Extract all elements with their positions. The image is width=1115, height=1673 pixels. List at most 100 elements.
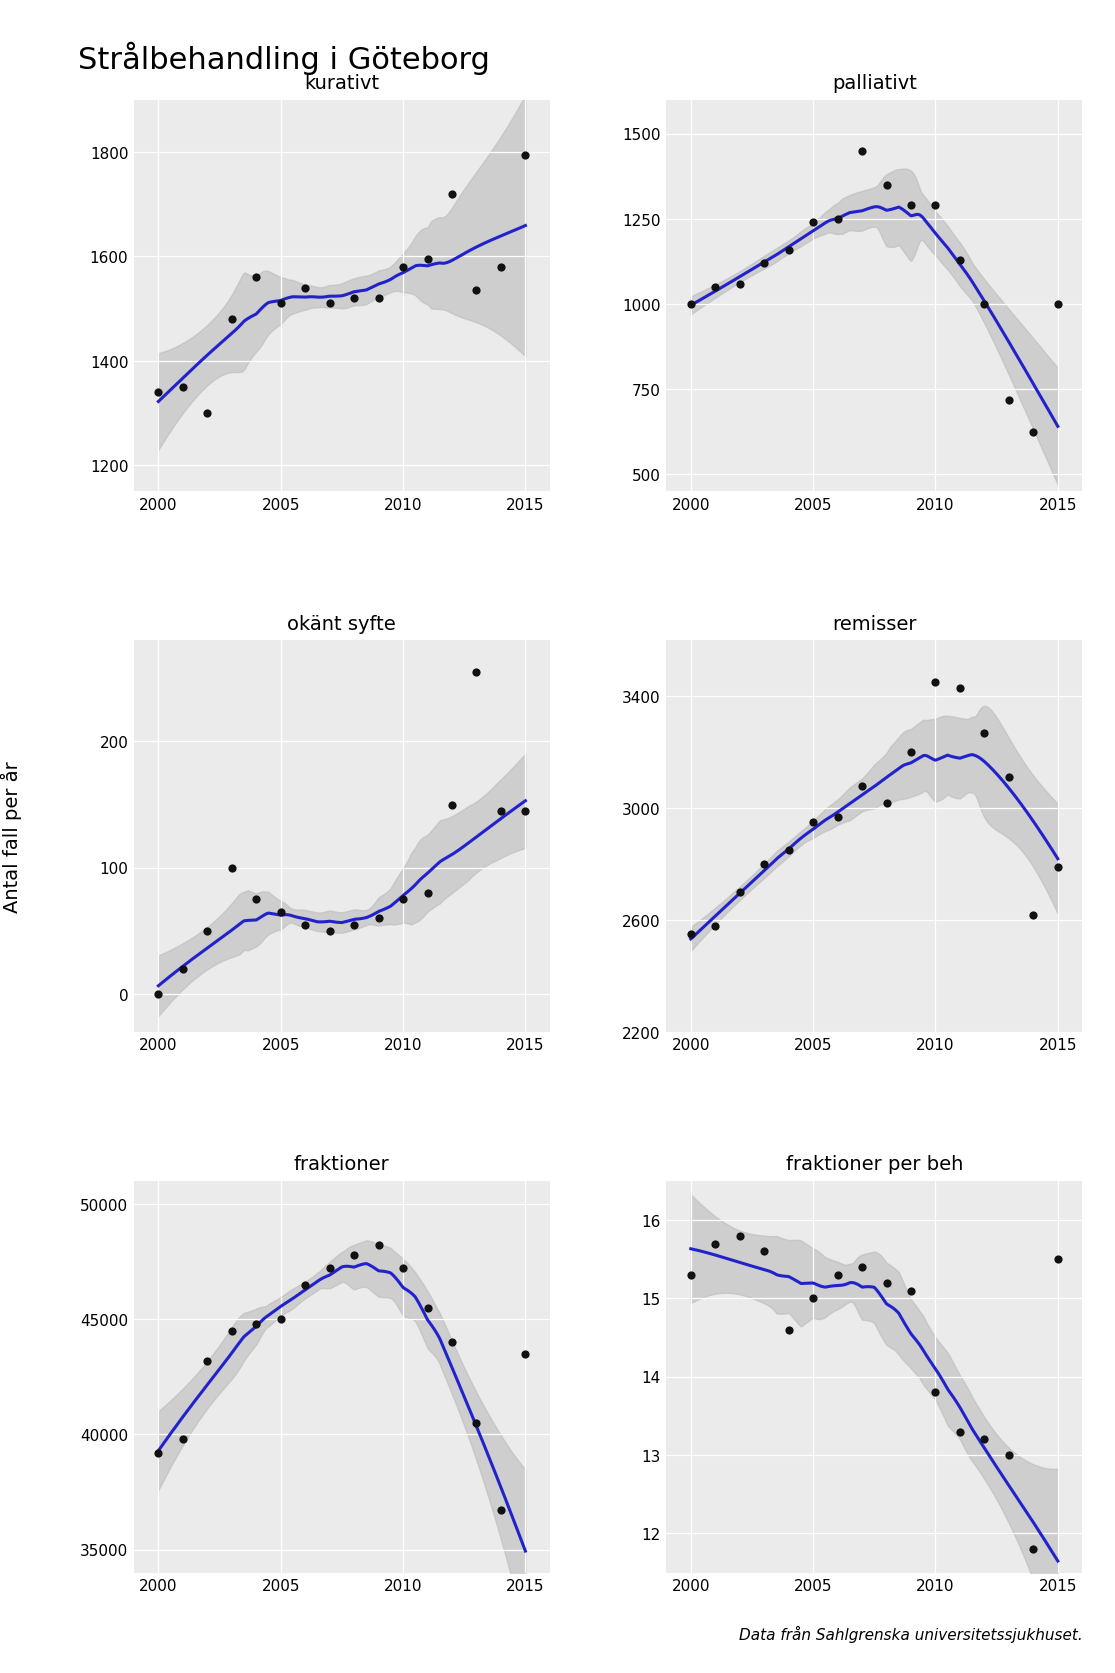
Point: [950, 248, 968, 274]
Point: [681, 922, 699, 949]
Point: [149, 1439, 167, 1466]
Point: [901, 1276, 919, 1303]
Point: [828, 1261, 846, 1288]
Point: [804, 810, 822, 836]
Point: [878, 1270, 895, 1297]
Point: [730, 271, 748, 298]
Point: [779, 238, 797, 264]
Point: [878, 172, 895, 199]
Point: [925, 669, 943, 696]
Point: [516, 1340, 534, 1367]
Point: [999, 386, 1017, 413]
Title: fraktioner: fraktioner: [293, 1154, 389, 1174]
Point: [394, 1255, 411, 1282]
Point: [975, 719, 992, 746]
Point: [248, 887, 265, 913]
Point: [755, 1238, 773, 1265]
Point: [297, 274, 314, 301]
Point: [804, 1285, 822, 1312]
Point: [925, 192, 943, 219]
Point: [198, 1347, 216, 1374]
Point: [369, 1233, 387, 1260]
Point: [828, 803, 846, 830]
Point: [492, 254, 510, 281]
Point: [853, 1253, 871, 1280]
Point: [681, 1261, 699, 1288]
Point: [730, 1223, 748, 1250]
Point: [804, 209, 822, 236]
Point: [272, 291, 290, 318]
Point: [492, 798, 510, 825]
Point: [174, 955, 192, 982]
Point: [272, 1307, 290, 1333]
Point: [418, 1295, 436, 1322]
Point: [198, 400, 216, 427]
Point: [853, 139, 871, 166]
Point: [516, 142, 534, 169]
Point: [730, 878, 748, 905]
Point: [369, 286, 387, 313]
Point: [1024, 902, 1041, 929]
Point: [828, 206, 846, 233]
Point: [901, 192, 919, 219]
Point: [174, 1425, 192, 1452]
Point: [999, 1442, 1017, 1469]
Point: [223, 855, 241, 882]
Point: [467, 659, 485, 686]
Point: [345, 912, 362, 939]
Point: [779, 836, 797, 863]
Point: [706, 274, 724, 301]
Point: [297, 1271, 314, 1298]
Point: [443, 181, 460, 207]
Title: palliativt: palliativt: [832, 74, 917, 94]
Point: [418, 246, 436, 273]
Point: [975, 1425, 992, 1452]
Point: [516, 798, 534, 825]
Point: [492, 1497, 510, 1524]
Point: [320, 918, 338, 945]
Point: [248, 1310, 265, 1337]
Point: [248, 264, 265, 291]
Point: [443, 791, 460, 818]
Point: [418, 880, 436, 907]
Point: [297, 912, 314, 939]
Point: [1048, 1246, 1066, 1273]
Point: [443, 1328, 460, 1355]
Point: [1048, 853, 1066, 880]
Title: remisser: remisser: [832, 614, 915, 634]
Title: kurativt: kurativt: [304, 74, 379, 94]
Point: [272, 898, 290, 925]
Point: [706, 912, 724, 939]
Point: [755, 852, 773, 878]
Point: [1024, 1536, 1041, 1563]
Point: [467, 1410, 485, 1437]
Text: Strålbehandling i Göteborg: Strålbehandling i Göteborg: [78, 42, 489, 75]
Point: [853, 773, 871, 800]
Title: fraktioner per beh: fraktioner per beh: [785, 1154, 962, 1174]
Point: [975, 291, 992, 318]
Title: okänt syfte: okänt syfte: [288, 614, 396, 634]
Point: [950, 674, 968, 701]
Point: [345, 1241, 362, 1268]
Point: [878, 790, 895, 816]
Point: [320, 291, 338, 318]
Point: [174, 375, 192, 402]
Point: [223, 1317, 241, 1343]
Point: [925, 1379, 943, 1405]
Point: [223, 306, 241, 333]
Point: [198, 918, 216, 945]
Point: [149, 980, 167, 1007]
Point: [706, 1230, 724, 1256]
Point: [467, 278, 485, 304]
Point: [394, 887, 411, 913]
Point: [1024, 418, 1041, 445]
Point: [950, 1419, 968, 1445]
Point: [681, 291, 699, 318]
Point: [369, 905, 387, 932]
Point: [345, 286, 362, 313]
Point: [1048, 291, 1066, 318]
Point: [394, 254, 411, 281]
Point: [149, 380, 167, 407]
Point: [901, 739, 919, 766]
Point: [755, 251, 773, 278]
